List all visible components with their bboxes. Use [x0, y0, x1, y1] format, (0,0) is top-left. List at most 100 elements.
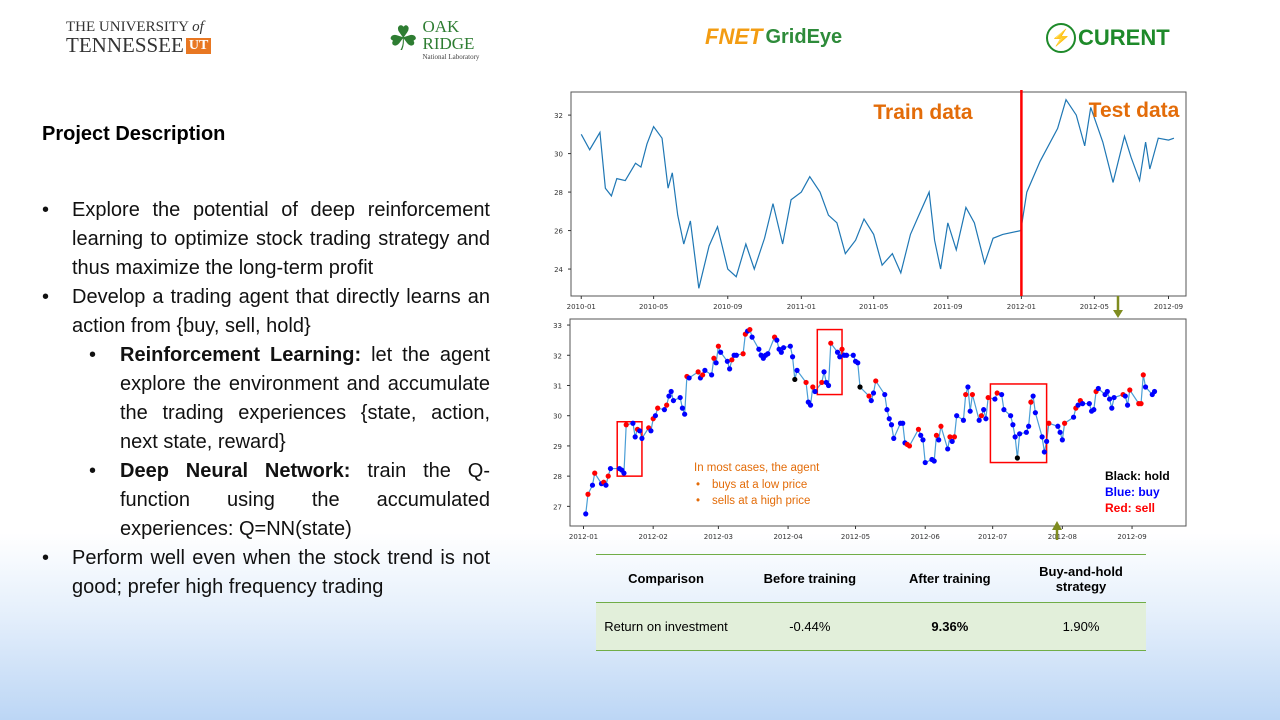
action-point-sell — [933, 432, 940, 438]
action-point-sell — [623, 422, 629, 428]
action-point-buy — [778, 349, 784, 355]
action-point-buy — [1041, 449, 1047, 455]
action-point-buy — [868, 397, 874, 404]
action-point-buy — [1030, 393, 1036, 399]
sub-bullet-text: let the agent explore the environment an… — [120, 344, 490, 453]
y-tick-label: 26 — [554, 228, 563, 236]
sub-bullet-item: Deep Neural Network: train the Q-functio… — [42, 457, 490, 544]
action-point-buy — [652, 413, 659, 419]
action-point-buy — [1104, 388, 1110, 395]
action-point-buy — [920, 437, 926, 443]
x-tick-label: 2012-09 — [1154, 303, 1183, 311]
action-point-buy — [825, 382, 832, 389]
action-point-hold — [1014, 455, 1020, 461]
action-point-buy — [1151, 388, 1158, 395]
action-point-buy — [886, 416, 892, 422]
action-point-sell — [664, 402, 670, 408]
train-data-label: Train data — [873, 101, 973, 124]
x-tick-label: 2011-01 — [787, 303, 816, 311]
fnet-grideye-logo: FNET GridEye — [705, 24, 843, 49]
action-point-sell — [695, 369, 701, 375]
action-point-sell — [938, 423, 944, 429]
action-point-sell — [985, 394, 991, 401]
action-point-buy — [1055, 423, 1061, 429]
action-point-sell — [1127, 387, 1133, 393]
action-point-buy — [992, 396, 998, 402]
action-point-sell — [747, 326, 753, 333]
action-point-buy — [583, 511, 589, 517]
action-point-buy — [1023, 429, 1029, 435]
highlight-box — [616, 420, 643, 477]
action-point-buy — [727, 366, 733, 372]
note-item: buys at a low price — [712, 479, 807, 491]
action-point-hold — [857, 384, 863, 390]
action-point-sell — [711, 355, 717, 361]
note-item: sells at a high price — [712, 495, 810, 507]
action-point-buy — [965, 384, 971, 390]
action-point-buy — [1057, 429, 1063, 435]
down-arrow-head-icon — [1113, 310, 1123, 318]
action-point-sell — [1028, 399, 1034, 405]
action-point-sell — [873, 378, 879, 384]
university-of-tennessee-logo: THE UNIVERSITY of TENNESSEE UT — [66, 20, 248, 56]
table-row: Return on investment -0.44% 9.36% 1.90% — [596, 602, 1146, 651]
action-point-sell — [1061, 420, 1068, 426]
y-tick-label: 32 — [553, 352, 562, 360]
x-tick-label: 2012-04 — [773, 533, 803, 541]
action-point-buy — [780, 345, 787, 351]
action-point-buy — [648, 428, 654, 434]
x-tick-label: 2012-03 — [704, 533, 733, 541]
action-point-buy — [1124, 402, 1131, 408]
legend-item: Red: sell — [1105, 501, 1155, 515]
action-point-sell — [1140, 372, 1146, 378]
action-point-buy — [632, 434, 638, 440]
action-point-buy — [1091, 407, 1097, 413]
action-point-buy — [787, 343, 793, 349]
sub-bullet-bold: Deep Neural Network: — [120, 460, 351, 482]
action-point-buy — [1010, 422, 1016, 428]
action-point-buy — [870, 390, 877, 396]
sub-bullet-item: Reinforcement Learning: let the agent ex… — [42, 341, 490, 457]
x-tick-label: 2012-01 — [569, 533, 598, 541]
action-point-buy — [709, 372, 715, 378]
action-point-buy — [1026, 423, 1032, 429]
action-point-sell — [915, 426, 922, 432]
action-point-buy — [589, 482, 596, 488]
action-point-buy — [821, 369, 827, 375]
curent-logo: ⚡ CURENT — [1046, 22, 1170, 54]
cell-before: -0.44% — [736, 602, 884, 651]
action-point-buy — [983, 416, 989, 422]
x-tick-label: 2011-05 — [859, 303, 888, 311]
action-point-buy — [967, 408, 973, 414]
bullet-item: Perform well even when the stock trend i… — [42, 544, 490, 602]
action-point-buy — [1122, 393, 1128, 399]
header-cell: Buy-and-hold strategy — [1016, 554, 1146, 603]
action-point-buy — [976, 417, 982, 423]
action-point-buy — [630, 420, 636, 426]
action-point-buy — [922, 459, 928, 466]
action-point-sell — [978, 413, 985, 419]
x-tick-label: 2012-06 — [911, 533, 941, 541]
action-point-buy — [733, 352, 739, 358]
cell-after: 9.36% — [883, 602, 1016, 651]
oak-leaf-icon: ☘ — [388, 21, 419, 58]
action-point-sell — [963, 391, 969, 398]
y-tick-label: 31 — [553, 382, 562, 390]
action-point-buy — [661, 407, 668, 413]
plot-frame — [569, 318, 1187, 527]
y-tick-label: 28 — [553, 473, 562, 481]
action-point-buy — [1142, 384, 1149, 390]
action-point-buy — [834, 349, 841, 355]
action-point-buy — [807, 402, 814, 408]
action-point-buy — [1059, 437, 1065, 443]
y-tick-label: 29 — [553, 443, 562, 451]
action-point-sell — [1138, 401, 1144, 407]
action-point-buy — [718, 349, 724, 355]
note-bullet: • — [696, 479, 700, 491]
x-tick-label: 2012-05 — [841, 533, 870, 541]
y-tick-label: 24 — [554, 266, 563, 274]
action-point-buy — [1106, 396, 1113, 402]
action-point-sell — [585, 491, 591, 497]
price-line — [580, 98, 1175, 289]
up-arrow-head-icon — [1052, 521, 1062, 530]
